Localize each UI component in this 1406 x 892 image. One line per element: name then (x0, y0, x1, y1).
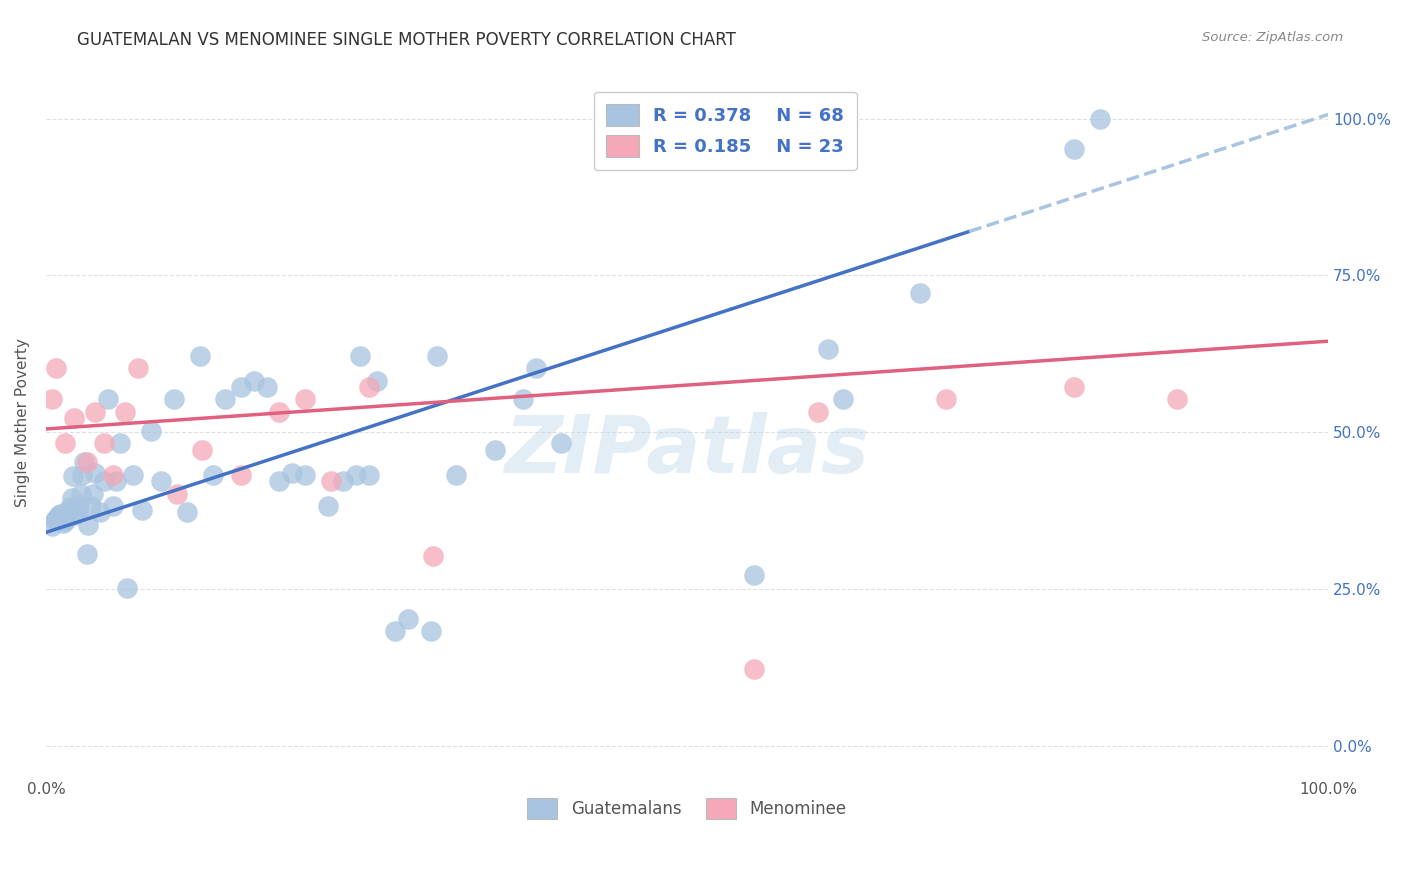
Point (93, 436, 115, 450)
Point (214, 392, 236, 407)
Point (256, 380, 278, 394)
Y-axis label: Single Mother Poverty: Single Mother Poverty (15, 338, 30, 508)
Point (1063, 380, 1085, 394)
Point (316, 499, 339, 513)
Point (166, 486, 188, 500)
Point (53, 436, 76, 450)
Point (191, 442, 214, 457)
Point (512, 392, 534, 407)
Point (82, 486, 104, 500)
Point (426, 349, 449, 363)
Point (294, 392, 316, 407)
Point (359, 380, 381, 394)
Point (163, 392, 186, 407)
Point (229, 467, 252, 482)
Point (80, 499, 103, 513)
Point (366, 374, 388, 388)
Point (52, 516, 75, 530)
Point (69, 486, 91, 500)
Point (44, 513, 66, 527)
Text: ZIPatlas: ZIPatlas (505, 412, 869, 490)
Point (188, 349, 211, 363)
Point (1088, 112, 1111, 126)
Point (101, 499, 124, 513)
Point (419, 624, 441, 639)
Point (56, 507, 79, 521)
Point (832, 392, 855, 407)
Point (59, 500, 82, 515)
Point (332, 474, 354, 488)
Point (45, 511, 67, 525)
Point (524, 361, 547, 376)
Point (550, 436, 572, 450)
Point (817, 343, 839, 357)
Point (122, 467, 145, 482)
Point (484, 442, 506, 457)
Point (70, 467, 93, 482)
Point (359, 467, 381, 482)
Point (446, 467, 468, 482)
Point (349, 349, 371, 363)
Point (96, 392, 118, 407)
Point (67, 499, 90, 513)
Point (269, 405, 291, 419)
Point (114, 405, 136, 419)
Point (62, 469, 84, 483)
Text: GUATEMALAN VS MENOMINEE SINGLE MOTHER POVERTY CORRELATION CHART: GUATEMALAN VS MENOMINEE SINGLE MOTHER PO… (77, 31, 737, 49)
Point (41, 519, 63, 533)
Point (201, 467, 224, 482)
Point (41, 392, 63, 407)
Point (76, 455, 98, 469)
Point (344, 467, 367, 482)
Point (229, 380, 252, 394)
Point (242, 374, 264, 388)
Point (422, 549, 444, 564)
Point (281, 466, 304, 480)
Legend: Guatemalans, Menominee: Guatemalans, Menominee (520, 791, 853, 825)
Point (910, 285, 932, 300)
Point (73, 455, 96, 469)
Point (53, 514, 76, 528)
Point (131, 503, 153, 517)
Point (55, 511, 77, 525)
Point (110, 436, 132, 450)
Point (150, 474, 173, 488)
Point (319, 474, 342, 488)
Point (807, 405, 830, 419)
Point (139, 424, 162, 438)
Point (101, 467, 124, 482)
Point (76, 547, 98, 561)
Point (83, 405, 105, 419)
Point (49, 507, 72, 521)
Point (742, 662, 765, 676)
Point (93, 474, 115, 488)
Point (105, 474, 128, 488)
Point (77, 517, 100, 532)
Point (89, 505, 111, 519)
Point (58, 503, 80, 517)
Point (176, 505, 198, 519)
Point (115, 581, 138, 595)
Text: Source: ZipAtlas.com: Source: ZipAtlas.com (1202, 31, 1343, 45)
Point (269, 474, 291, 488)
Point (935, 392, 957, 407)
Point (66, 505, 89, 519)
Point (65, 508, 87, 522)
Point (742, 568, 765, 582)
Point (63, 411, 86, 425)
Point (294, 467, 316, 482)
Point (127, 361, 149, 376)
Point (60, 491, 83, 505)
Point (48, 508, 70, 522)
Point (396, 612, 419, 626)
Point (83, 466, 105, 480)
Point (45, 361, 67, 376)
Point (384, 624, 406, 639)
Point (1166, 392, 1188, 407)
Point (46, 509, 69, 524)
Point (1063, 142, 1085, 156)
